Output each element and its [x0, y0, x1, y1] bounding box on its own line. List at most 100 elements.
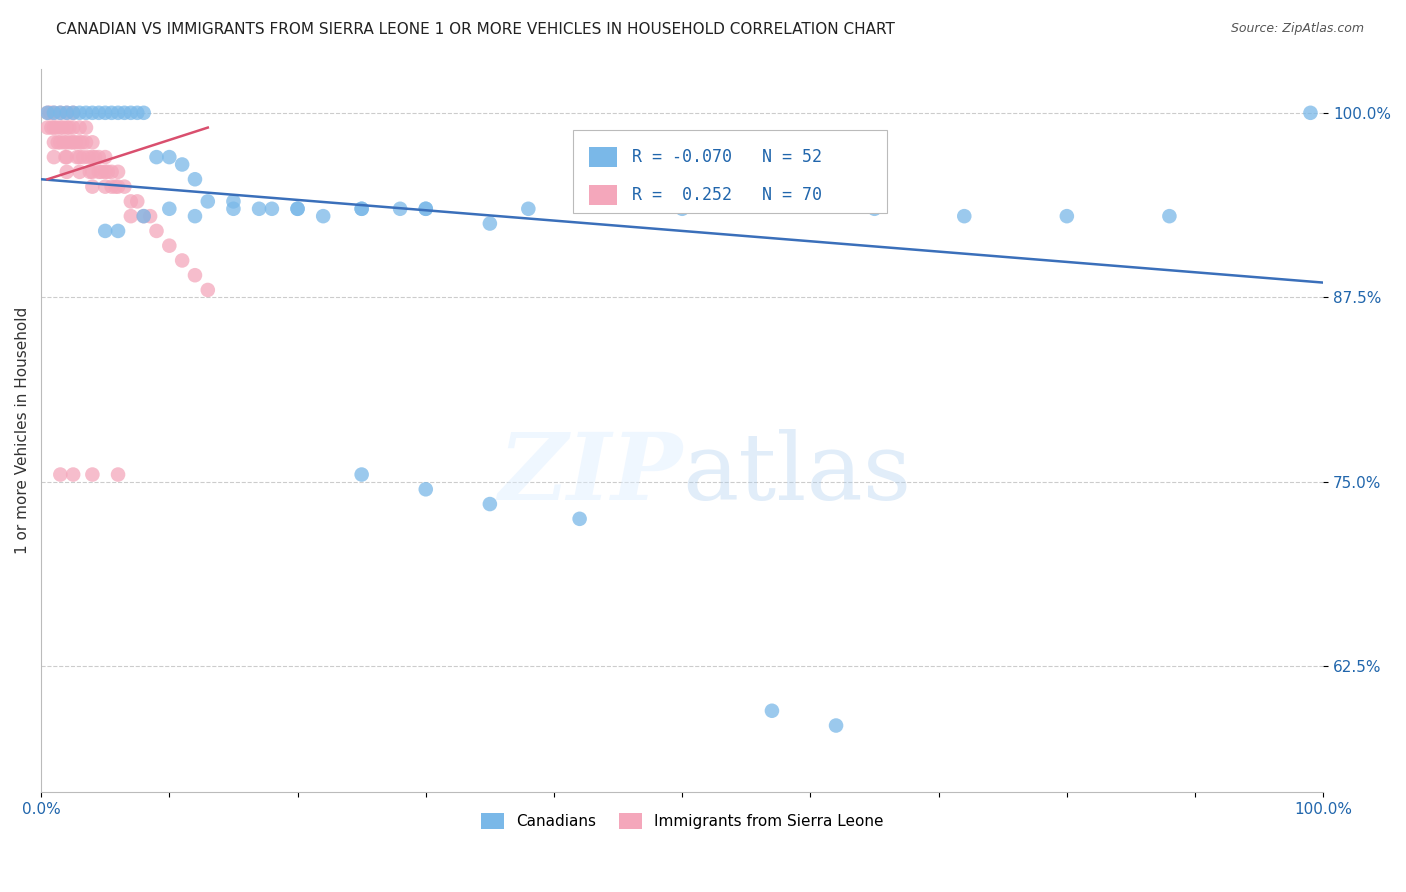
Point [42, 105, 65, 120]
Point [69, 165, 91, 179]
Point [132, 105, 155, 120]
Point [1299, 105, 1322, 120]
Point [55, 120, 77, 135]
Point [37, 120, 59, 135]
Point [350, 467, 373, 482]
Point [350, 202, 373, 216]
Point [172, 253, 194, 268]
Point [65, 136, 87, 150]
Point [247, 202, 270, 216]
Point [87, 105, 110, 120]
Point [87, 165, 110, 179]
Point [69, 136, 91, 150]
Point [568, 512, 591, 526]
Point [49, 136, 72, 150]
Point [287, 202, 309, 216]
Text: CANADIAN VS IMMIGRANTS FROM SIERRA LEONE 1 OR MORE VEHICLES IN HOUSEHOLD CORRELA: CANADIAN VS IMMIGRANTS FROM SIERRA LEONE… [56, 22, 896, 37]
Text: R = -0.070   N = 52: R = -0.070 N = 52 [633, 148, 823, 166]
Point [94, 150, 117, 164]
Point [415, 483, 437, 497]
Point [59, 136, 82, 150]
Point [671, 202, 693, 216]
Point [49, 105, 72, 120]
Point [953, 209, 976, 223]
Point [222, 194, 245, 209]
Point [41, 120, 63, 135]
Point [46, 136, 69, 150]
Point [120, 194, 142, 209]
Point [55, 105, 77, 120]
Point [415, 202, 437, 216]
Point [184, 209, 207, 223]
Point [132, 209, 155, 223]
Point [62, 105, 84, 120]
Point [49, 105, 72, 120]
Bar [574, 130, 887, 213]
Point [222, 202, 245, 216]
Point [62, 105, 84, 120]
Point [82, 105, 104, 120]
Text: ZIP: ZIP [498, 429, 682, 518]
Point [1159, 209, 1181, 223]
Point [55, 105, 77, 120]
Point [389, 202, 412, 216]
Point [825, 718, 848, 732]
Point [82, 150, 104, 164]
Point [197, 194, 219, 209]
Point [107, 224, 129, 238]
Point [62, 120, 84, 135]
Point [75, 120, 97, 135]
Point [107, 105, 129, 120]
Text: R =  0.252   N = 70: R = 0.252 N = 70 [633, 186, 823, 204]
Point [62, 467, 84, 482]
Point [77, 150, 100, 164]
Point [114, 179, 136, 194]
Point [39, 105, 62, 120]
Point [53, 136, 76, 150]
Point [82, 179, 104, 194]
Point [69, 150, 91, 164]
Point [132, 209, 155, 223]
Point [127, 194, 149, 209]
Point [70, 136, 93, 150]
Text: atlas: atlas [682, 429, 911, 518]
Point [49, 120, 72, 135]
Point [184, 268, 207, 283]
Point [172, 157, 194, 171]
Point [350, 202, 373, 216]
Legend: Canadians, Immigrants from Sierra Leone: Canadians, Immigrants from Sierra Leone [475, 806, 890, 835]
Point [157, 150, 180, 164]
Point [90, 165, 112, 179]
Point [107, 165, 129, 179]
Point [145, 150, 167, 164]
Bar [589, 185, 617, 205]
Point [94, 224, 117, 238]
Point [157, 202, 180, 216]
Point [82, 136, 104, 150]
Bar [589, 146, 617, 167]
Point [94, 179, 117, 194]
Point [415, 202, 437, 216]
Point [42, 150, 65, 164]
Point [75, 105, 97, 120]
Point [37, 105, 59, 120]
Point [104, 179, 127, 194]
Point [114, 105, 136, 120]
Text: Source: ZipAtlas.com: Source: ZipAtlas.com [1230, 22, 1364, 36]
Point [55, 136, 77, 150]
Point [58, 120, 80, 135]
Point [145, 224, 167, 238]
Point [55, 150, 77, 164]
Point [42, 136, 65, 150]
Point [62, 136, 84, 150]
Point [69, 105, 91, 120]
Point [87, 150, 110, 164]
Point [94, 105, 117, 120]
Point [184, 172, 207, 186]
Point [97, 165, 120, 179]
Point [52, 120, 75, 135]
Point [49, 467, 72, 482]
Point [120, 209, 142, 223]
Point [69, 120, 91, 135]
Point [100, 105, 122, 120]
